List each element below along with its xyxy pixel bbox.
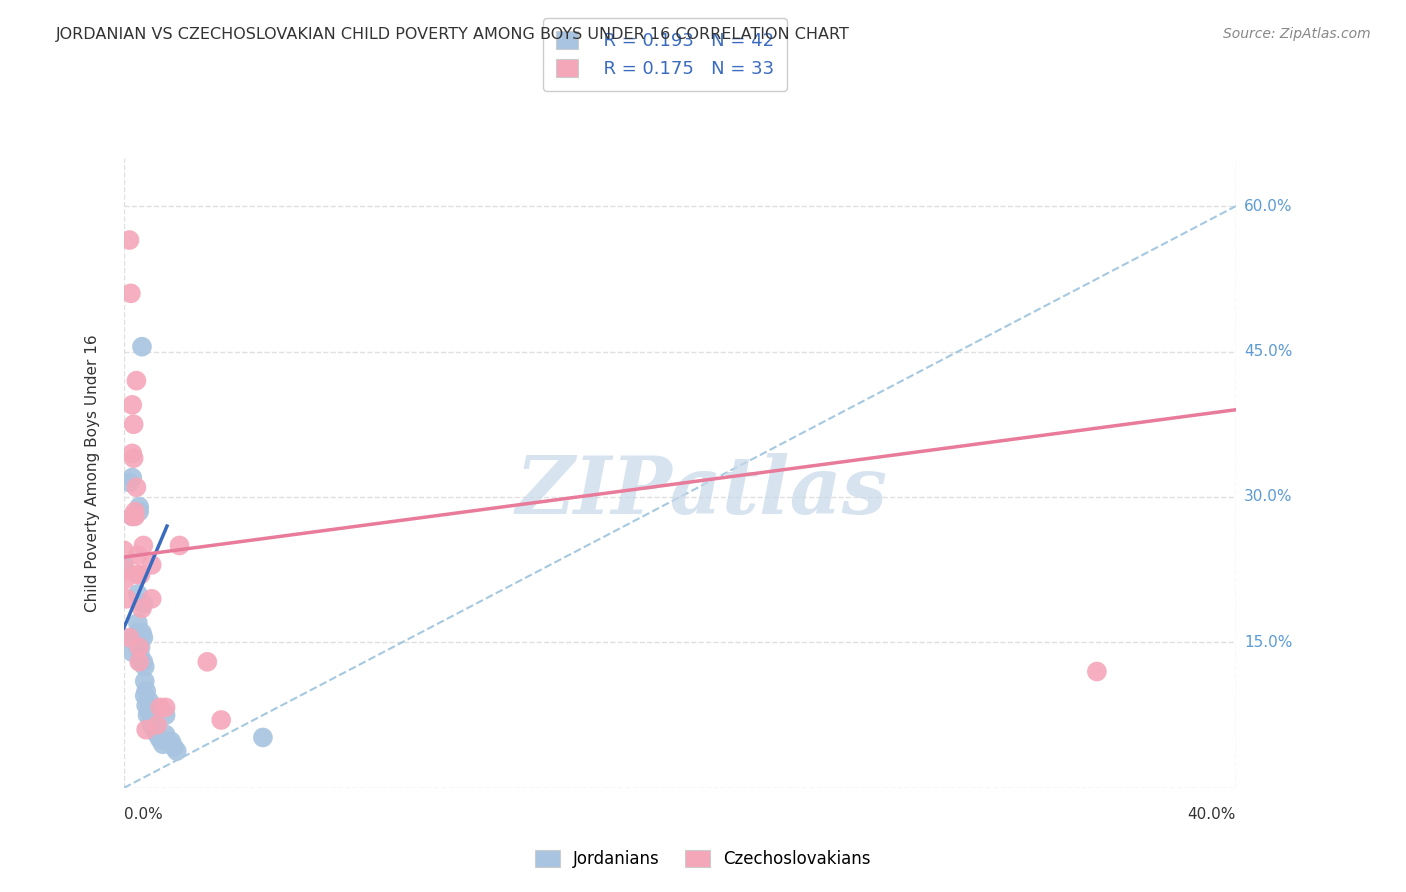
Point [112,558,135,572]
Point [127,587,149,601]
Point [118,475,141,490]
Point [141,713,163,727]
Point [146,727,169,741]
Text: 15.0%: 15.0% [1244,635,1292,650]
Point [120,286,142,301]
Point [155,708,177,723]
Point [155,727,177,741]
Point [136,708,159,723]
Point [146,718,169,732]
Point [121,645,143,659]
Point [128,655,150,669]
Point [129,567,152,582]
Point [124,504,146,518]
Legend:   R = 0.193   N = 42,   R = 0.175   N = 33: R = 0.193 N = 42, R = 0.175 N = 33 [543,18,787,91]
Point [143,723,166,737]
Point [149,700,172,714]
Text: 40.0%: 40.0% [1188,806,1236,822]
Point [166,744,188,758]
Point [128,640,150,655]
Point [114,573,136,587]
Point [132,631,155,645]
Point [131,601,153,615]
Text: ZIPatlas: ZIPatlas [516,453,889,531]
Text: Source: ZipAtlas.com: Source: ZipAtlas.com [1223,27,1371,41]
Point [152,737,174,751]
Point [115,591,138,606]
Text: 45.0%: 45.0% [1244,344,1292,359]
Text: 0.0%: 0.0% [124,806,163,822]
Point [125,480,148,494]
Point [134,659,156,673]
Point [169,539,191,553]
Y-axis label: Child Poverty Among Boys Under 16: Child Poverty Among Boys Under 16 [86,334,100,612]
Point [129,640,152,655]
Point [124,631,146,645]
Point [138,693,160,707]
Point [134,674,156,689]
Point [149,732,172,747]
Point [155,700,177,714]
Point [135,698,157,713]
Point [128,504,150,518]
Point [121,509,143,524]
Point [118,233,141,247]
Point [122,417,145,432]
Point [127,640,149,655]
Point [127,548,149,562]
Point [135,684,157,698]
Point [125,374,148,388]
Point [127,567,149,582]
Point [127,615,149,630]
Point [129,655,152,669]
Point [124,509,146,524]
Point [141,591,163,606]
Point [112,543,135,558]
Point [134,689,156,703]
Legend: Jordanians, Czechoslovakians: Jordanians, Czechoslovakians [529,843,877,875]
Point [132,655,155,669]
Point [141,718,163,732]
Point [121,446,143,460]
Point [195,655,218,669]
Point [114,563,136,577]
Text: JORDANIAN VS CZECHOSLOVAKIAN CHILD POVERTY AMONG BOYS UNDER 16 CORRELATION CHART: JORDANIAN VS CZECHOSLOVAKIAN CHILD POVER… [56,27,851,42]
Point [160,734,183,748]
Point [131,340,153,354]
Point [1085,665,1108,679]
Point [128,500,150,514]
Point [122,451,145,466]
Point [121,470,143,484]
Point [135,723,157,737]
Point [252,731,274,745]
Point [132,597,155,611]
Point [121,398,143,412]
Point [121,509,143,524]
Point [131,625,153,640]
Point [127,625,149,640]
Point [138,703,160,717]
Point [118,631,141,645]
Point [132,539,155,553]
Point [129,650,152,665]
Point [163,740,186,755]
Text: 30.0%: 30.0% [1244,490,1292,505]
Point [129,631,152,645]
Point [141,558,163,572]
Text: 60.0%: 60.0% [1244,199,1292,213]
Point [121,631,143,645]
Point [209,713,232,727]
